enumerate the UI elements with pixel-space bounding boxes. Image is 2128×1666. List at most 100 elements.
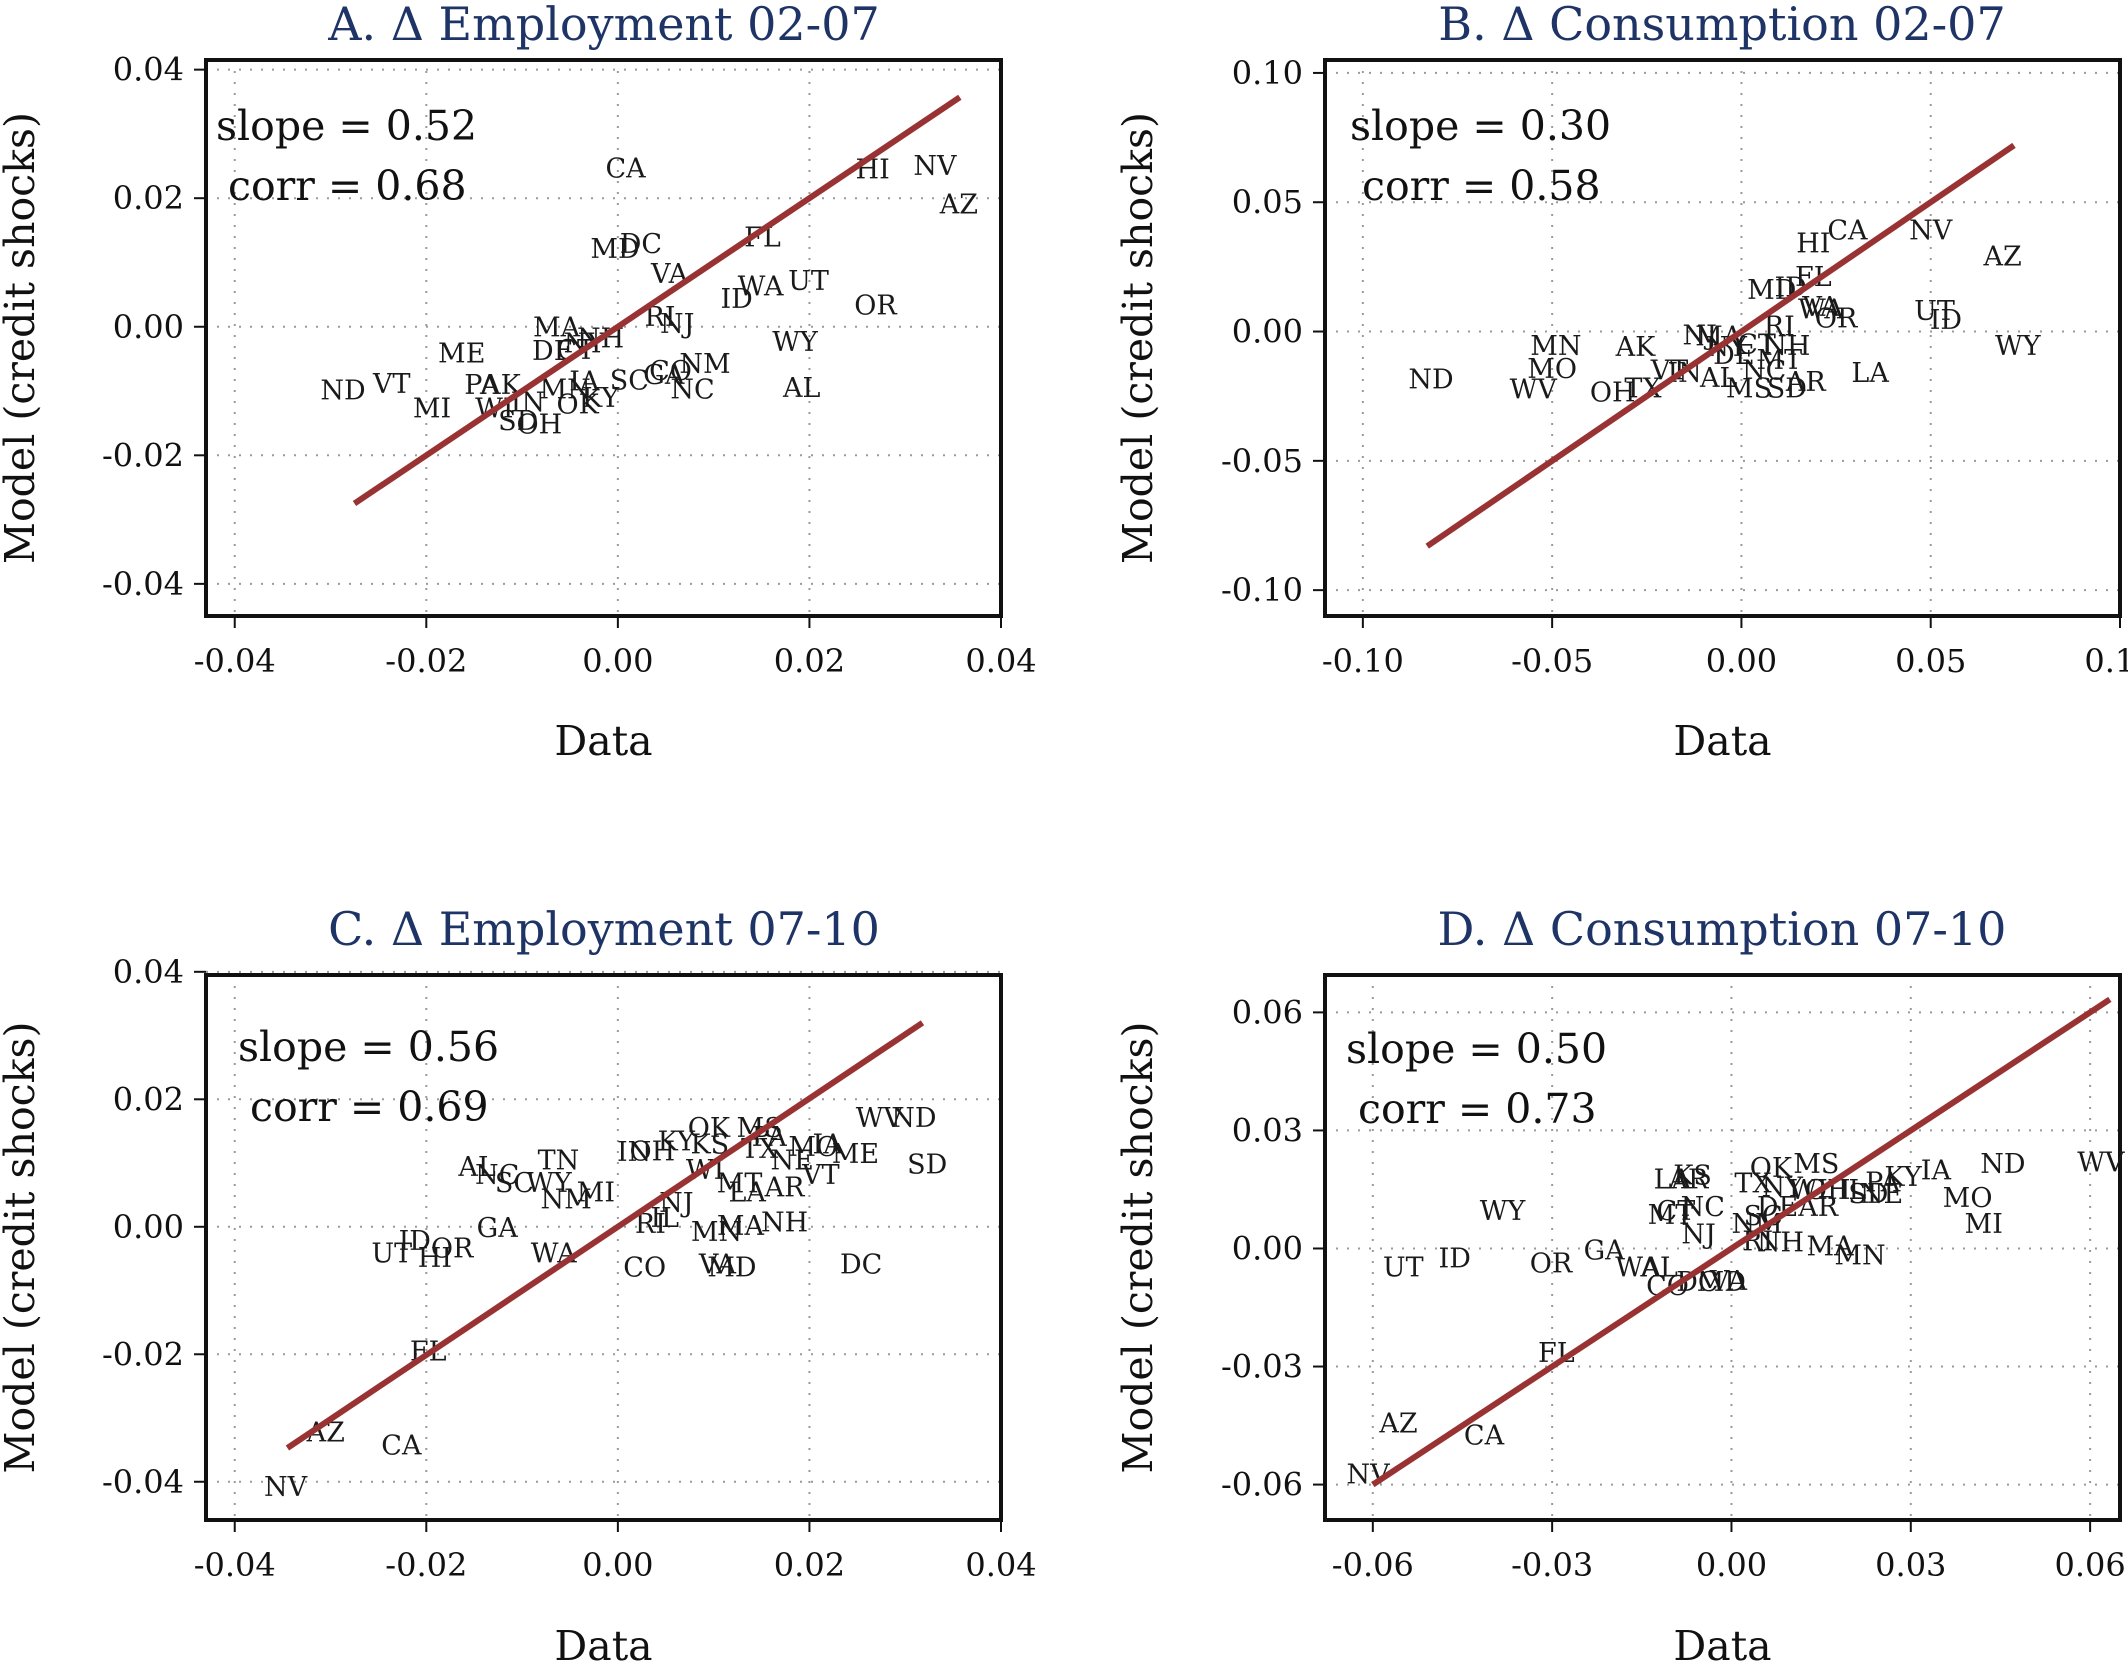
x-tick-label: -0.04 bbox=[194, 1546, 276, 1584]
panel-title: C. Δ Employment 07-10 bbox=[328, 902, 880, 956]
x-tick-label: 0.05 bbox=[1895, 642, 1966, 680]
panel-4: D. Δ Consumption 07-10 -0.06 -0.03 0.00 0.03… bbox=[1114, 902, 2126, 1666]
slope-annotation: slope = 0.56 bbox=[238, 1023, 499, 1071]
state-point-label: WA bbox=[1615, 1252, 1661, 1283]
state-point-label: MD bbox=[707, 1253, 756, 1284]
state-point-label: MT bbox=[1756, 345, 1802, 376]
state-point-label: NC bbox=[1681, 1192, 1725, 1223]
x-tick-label: 0.00 bbox=[582, 1546, 653, 1584]
y-tick-label: -0.04 bbox=[102, 1463, 184, 1501]
y-axis-label: Model (credit shocks) bbox=[0, 112, 44, 564]
x-axis-label: Data bbox=[554, 1622, 652, 1666]
plot-frame bbox=[204, 58, 1003, 618]
slope-annotation: slope = 0.30 bbox=[1350, 102, 1611, 150]
x-tick-label: 0.00 bbox=[582, 642, 653, 680]
state-point-label: MN bbox=[691, 1217, 742, 1248]
x-tick-label: 0.00 bbox=[1706, 642, 1777, 680]
y-tick-label: 0.10 bbox=[1232, 54, 1303, 92]
state-point-label: KY bbox=[658, 1126, 696, 1157]
plot-frame bbox=[204, 973, 1003, 1522]
y-axis-label: Model (credit shocks) bbox=[1114, 1022, 1162, 1474]
state-point-label: NE bbox=[1860, 1179, 1903, 1210]
state-point-label: OK bbox=[1750, 1153, 1793, 1184]
state-point-label: AR bbox=[764, 1172, 805, 1203]
state-point-label: OK bbox=[688, 1113, 731, 1144]
state-point-label: DC bbox=[620, 229, 662, 260]
state-point-label: VA bbox=[1801, 292, 1840, 323]
y-axis-label: Model (credit shocks) bbox=[0, 1022, 44, 1474]
state-point-label: AZ bbox=[939, 190, 978, 221]
state-point-label: MN bbox=[540, 375, 591, 406]
state-point-label: OH bbox=[516, 409, 562, 440]
state-point-label: AK bbox=[1615, 332, 1656, 363]
state-point-label: KY bbox=[1884, 1162, 1922, 1193]
state-point-label: OR bbox=[1530, 1248, 1573, 1279]
state-point-label: RI bbox=[1764, 311, 1795, 342]
state-point-label: WA bbox=[531, 1239, 577, 1270]
state-point-label: AL bbox=[782, 373, 820, 404]
state-point-label: IA bbox=[569, 366, 600, 397]
y-tick-label: 0.02 bbox=[113, 1080, 184, 1118]
state-point-label: ID bbox=[720, 284, 752, 315]
state-point-label: SD bbox=[1767, 373, 1807, 404]
state-point-label: NV bbox=[264, 1472, 308, 1503]
state-point-label: ID bbox=[399, 1226, 431, 1257]
state-point-label: LA bbox=[1851, 358, 1889, 389]
slope-annotation: slope = 0.50 bbox=[1346, 1025, 1607, 1073]
state-point-label: OR bbox=[1815, 304, 1858, 335]
state-point-label: LA bbox=[728, 1177, 766, 1208]
state-point-label: UT bbox=[371, 1239, 412, 1270]
state-point-label: AL bbox=[457, 1152, 495, 1183]
y-tick-label: -0.02 bbox=[102, 1335, 184, 1373]
y-tick-label: 0.04 bbox=[113, 51, 184, 89]
fit-line bbox=[352, 94, 962, 507]
state-point-label: TX bbox=[1734, 1169, 1772, 1200]
state-point-label: GA bbox=[477, 1213, 519, 1244]
state-point-label: SC bbox=[495, 1168, 534, 1199]
x-tick-label: 0.04 bbox=[965, 642, 1036, 680]
state-point-label: CT bbox=[1657, 1196, 1696, 1227]
state-point-label: SD bbox=[907, 1149, 947, 1180]
state-point-label: HI bbox=[418, 1243, 452, 1274]
state-point-label: ID bbox=[1439, 1243, 1471, 1274]
state-point-label: CA bbox=[1827, 216, 1868, 247]
state-point-label: VT bbox=[801, 1160, 840, 1191]
x-tick-label: 0.06 bbox=[2054, 1546, 2125, 1584]
state-point-label: MS bbox=[1793, 1149, 1839, 1180]
state-point-label: NJ bbox=[1681, 1220, 1715, 1251]
state-point-label: MA bbox=[1807, 1232, 1855, 1263]
x-tick-label: 0.04 bbox=[965, 1546, 1036, 1584]
state-point-label: LA bbox=[1654, 1165, 1692, 1196]
y-tick-label: -0.03 bbox=[1221, 1348, 1303, 1386]
y-tick-label: 0.00 bbox=[113, 308, 184, 346]
state-point-label: NJ bbox=[1683, 320, 1717, 351]
state-point-label: AZ bbox=[1983, 242, 2022, 273]
x-axis-label: Data bbox=[1673, 1622, 1771, 1666]
state-point-label: WA bbox=[738, 271, 784, 302]
state-point-label: MT bbox=[717, 1168, 763, 1199]
state-point-label: OR bbox=[431, 1233, 474, 1264]
state-point-label: KS bbox=[1673, 1161, 1712, 1192]
state-point-label: HI bbox=[1796, 229, 1830, 260]
state-point-label: NV bbox=[913, 151, 957, 182]
state-point-label: DC bbox=[840, 1249, 882, 1280]
state-point-label: SD bbox=[1848, 1179, 1888, 1210]
y-tick-label: -0.04 bbox=[102, 565, 184, 603]
state-point-label: MI bbox=[1965, 1209, 2003, 1240]
x-tick-label: -0.02 bbox=[385, 642, 467, 680]
x-tick-label: -0.10 bbox=[1322, 642, 1404, 680]
state-point-label: NC bbox=[1742, 355, 1786, 386]
slope-annotation: slope = 0.52 bbox=[216, 102, 477, 150]
y-tick-label: -0.02 bbox=[102, 436, 184, 474]
corr-annotation: corr = 0.69 bbox=[250, 1083, 489, 1131]
state-point-label: CA bbox=[381, 1430, 422, 1461]
state-point-label: IL bbox=[650, 1203, 679, 1234]
state-point-label: NH bbox=[1763, 331, 1810, 362]
state-point-label: NY bbox=[1706, 332, 1749, 363]
state-point-label: SC bbox=[610, 366, 649, 397]
state-point-label: WV bbox=[856, 1103, 904, 1134]
state-point-label: MI bbox=[577, 1177, 615, 1208]
state-point-label: AR bbox=[1668, 1165, 1709, 1196]
panel-title: D. Δ Consumption 07-10 bbox=[1438, 902, 2007, 956]
state-point-label: MI bbox=[413, 393, 451, 424]
